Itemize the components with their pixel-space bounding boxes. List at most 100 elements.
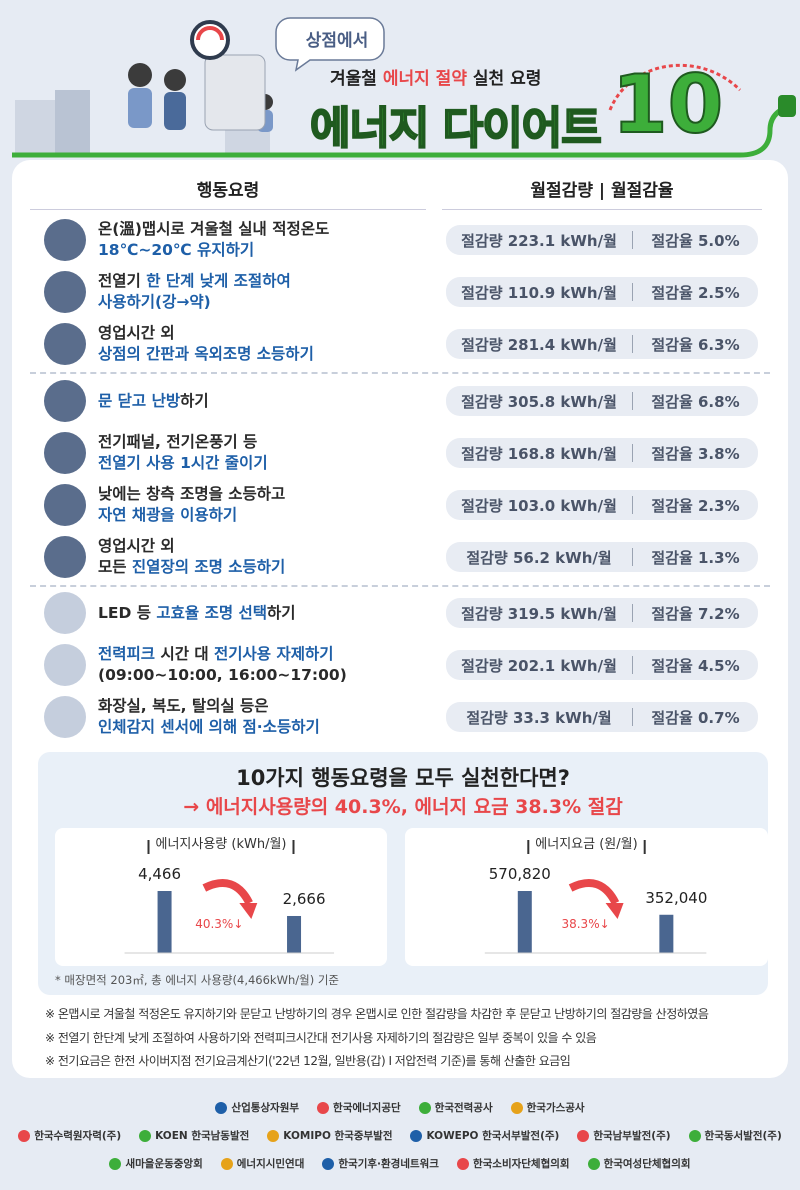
saving: 절감량 33.3 kWh/월 bbox=[466, 708, 612, 727]
subtitle-part: 실천 요령 bbox=[466, 69, 542, 89]
action-line: 전기패널, 전기온풍기 등 bbox=[98, 432, 268, 453]
change-label: 38.3%↓ bbox=[561, 917, 609, 931]
action-segment: 전기패널, 전기온풍기 등 bbox=[98, 433, 258, 451]
subtitle-part: 에너지 절약 bbox=[382, 69, 467, 89]
plug bbox=[778, 95, 796, 117]
action-line: 화장실, 복도, 탈의실 등은 bbox=[98, 696, 320, 717]
icon bbox=[44, 380, 86, 422]
action-segment: 사용하기(강→약) bbox=[98, 293, 211, 311]
saving: 절감량 281.4 kWh/월 bbox=[461, 335, 617, 354]
title-bar bbox=[147, 840, 150, 854]
rate: 절감율 0.7% bbox=[651, 708, 740, 727]
logo-mark bbox=[139, 1129, 152, 1142]
action-line: LED 등 고효율 조명 선택하기 bbox=[98, 603, 296, 624]
action-segment: 18℃~20℃ 유지하기 bbox=[98, 241, 255, 259]
logo-text: 한국가스공사 bbox=[526, 1102, 585, 1114]
action-line: 모든 진열장의 조명 소등하기 bbox=[98, 557, 285, 578]
action-line: 상점의 간판과 옥외조명 소등하기 bbox=[98, 344, 314, 365]
logo: 한국전력공사 bbox=[418, 1100, 493, 1115]
rate: 절감율 6.8% bbox=[651, 392, 740, 411]
logo: 한국남부발전(주) bbox=[577, 1128, 671, 1143]
logo-text: 한국수력원자력(주) bbox=[34, 1130, 122, 1142]
logo: 한국수력원자력(주) bbox=[18, 1128, 121, 1143]
action-segment: 온(溫)맵시로 겨울철 실내 적정온도 bbox=[98, 220, 330, 238]
logo: 한국가스공사 bbox=[510, 1100, 585, 1115]
action-text: 온(溫)맵시로 겨울철 실내 적정온도 18℃~20℃ 유지하기 bbox=[98, 219, 329, 261]
rate: 절감율 3.8% bbox=[651, 444, 740, 463]
building bbox=[55, 90, 90, 155]
saving-pill: 절감량 168.8 kWh/월 절감율 3.8% bbox=[446, 438, 758, 468]
title-bar bbox=[643, 840, 646, 854]
icon bbox=[44, 536, 86, 578]
icon bbox=[44, 484, 86, 526]
change-arrow bbox=[568, 879, 620, 905]
logo-mark bbox=[267, 1129, 280, 1142]
title-bar bbox=[292, 840, 295, 854]
rate: 절감율 4.5% bbox=[651, 656, 740, 675]
logo-text: 새마을운동중앙회 bbox=[125, 1158, 203, 1170]
icon bbox=[44, 323, 86, 365]
mini-chart: 에너지사용량 (kWh/월) 4,466 2,666 40.3%↓ bbox=[55, 828, 387, 966]
saving-pill: 절감량 103.0 kWh/월 절감율 2.3% bbox=[446, 490, 758, 520]
saving-pill: 절감량 319.5 kWh/월 절감율 7.2% bbox=[446, 598, 758, 628]
saving-pill: 절감량 223.1 kWh/월 절감율 5.0% bbox=[446, 225, 758, 255]
action-line: 온(溫)맵시로 겨울철 실내 적정온도 bbox=[98, 219, 329, 240]
action-line: 문 닫고 난방하기 bbox=[98, 391, 209, 412]
action-line: 전력피크 시간 대 전기사용 자제하기 bbox=[98, 644, 347, 665]
column-header: 행동요령 bbox=[30, 176, 426, 210]
action-text: 문 닫고 난방하기 bbox=[98, 391, 209, 412]
saving-pill: 절감량 56.2 kWh/월 절감율 1.3% bbox=[446, 542, 758, 572]
logo-text: KOEN 한국남동발전 bbox=[155, 1130, 250, 1142]
action-segment: 모든 bbox=[98, 558, 132, 576]
summary-result: → 에너지사용량의 40.3%, 에너지 요금 38.3% 절감 bbox=[183, 796, 623, 818]
logo-mark bbox=[215, 1101, 228, 1114]
action-line: 자연 채광을 이용하기 bbox=[98, 505, 285, 526]
logo-row: 새마을운동중앙회 에너지시민연대 한국기후·환경네트워크 한국소비자단체협의회 한국여성… bbox=[0, 1156, 800, 1171]
action-segment: 전력피크 bbox=[98, 645, 161, 663]
person bbox=[128, 63, 152, 87]
gauge-arc bbox=[196, 26, 224, 41]
title: 에너지 다이어트 bbox=[309, 102, 603, 155]
saving: 절감량 305.8 kWh/월 bbox=[461, 392, 617, 411]
subtitle: 겨울철 에너지 절약 실천 요령 bbox=[330, 64, 541, 89]
note: ※ 전기요금은 한전 사이버지점 전기요금계산기('22년 12월, 일반용(갑… bbox=[45, 1054, 571, 1068]
person bbox=[128, 88, 152, 128]
saving-pill: 절감량 281.4 kWh/월 절감율 6.3% bbox=[446, 329, 758, 359]
logo-text: 한국동서발전(주) bbox=[704, 1130, 782, 1142]
action-text: 전력피크 시간 대 전기사용 자제하기 (09:00~10:00, 16:00~1… bbox=[98, 644, 347, 686]
saving: 절감량 202.1 kWh/월 bbox=[461, 656, 617, 675]
action-segment: 시간 대 bbox=[160, 645, 215, 663]
mini-chart-svg: 에너지요금 (원/월) 570,820 352,040 38.3%↓ bbox=[484, 837, 707, 954]
logo-text: 한국여성단체협의회 bbox=[603, 1158, 691, 1170]
logo-text: 한국남부발전(주) bbox=[593, 1130, 671, 1142]
mini-chart-title: 에너지요금 (원/월) bbox=[535, 837, 637, 852]
action-text: 영업시간 외 상점의 간판과 옥외조명 소등하기 bbox=[98, 323, 314, 365]
header-art bbox=[12, 17, 796, 158]
logo: KOEN 한국남동발전 bbox=[139, 1128, 249, 1143]
arrow bbox=[608, 63, 742, 111]
logo-mark bbox=[109, 1157, 122, 1170]
icon bbox=[44, 219, 86, 261]
action-segment: 자연 채광을 이용하기 bbox=[98, 506, 238, 524]
logo: 한국여성단체협의회 bbox=[587, 1156, 691, 1171]
logo-text: 한국소비자단체협의회 bbox=[472, 1158, 570, 1170]
building bbox=[15, 100, 55, 155]
footnote: * 매장면적 203㎡, 총 에너지 사용량(4,466kWh/월) 기준 bbox=[55, 973, 339, 987]
person bbox=[164, 92, 186, 130]
separator bbox=[632, 656, 633, 674]
logo: KOMIPO 한국중부발전 bbox=[267, 1128, 392, 1143]
person bbox=[164, 69, 186, 91]
rate: 절감율 7.2% bbox=[651, 604, 740, 623]
icon bbox=[44, 696, 86, 738]
action-segment: 상점의 간판과 옥외조명 소등하기 bbox=[98, 345, 314, 363]
bar bbox=[157, 891, 172, 953]
logo-mark bbox=[510, 1101, 523, 1114]
action-segment: 인체감지 센서에 의해 점·소등하기 bbox=[98, 718, 320, 736]
action-line: 낮에는 창측 조명을 소등하고 bbox=[98, 484, 285, 505]
action-line: 전열기 사용 1시간 줄이기 bbox=[98, 453, 268, 474]
action-line: 사용하기(강→약) bbox=[98, 292, 291, 313]
action-segment: 고효율 조명 선택 bbox=[156, 603, 268, 622]
action-segment: 한 단계 낮게 조절하여 bbox=[146, 272, 291, 290]
outlet bbox=[204, 54, 266, 131]
